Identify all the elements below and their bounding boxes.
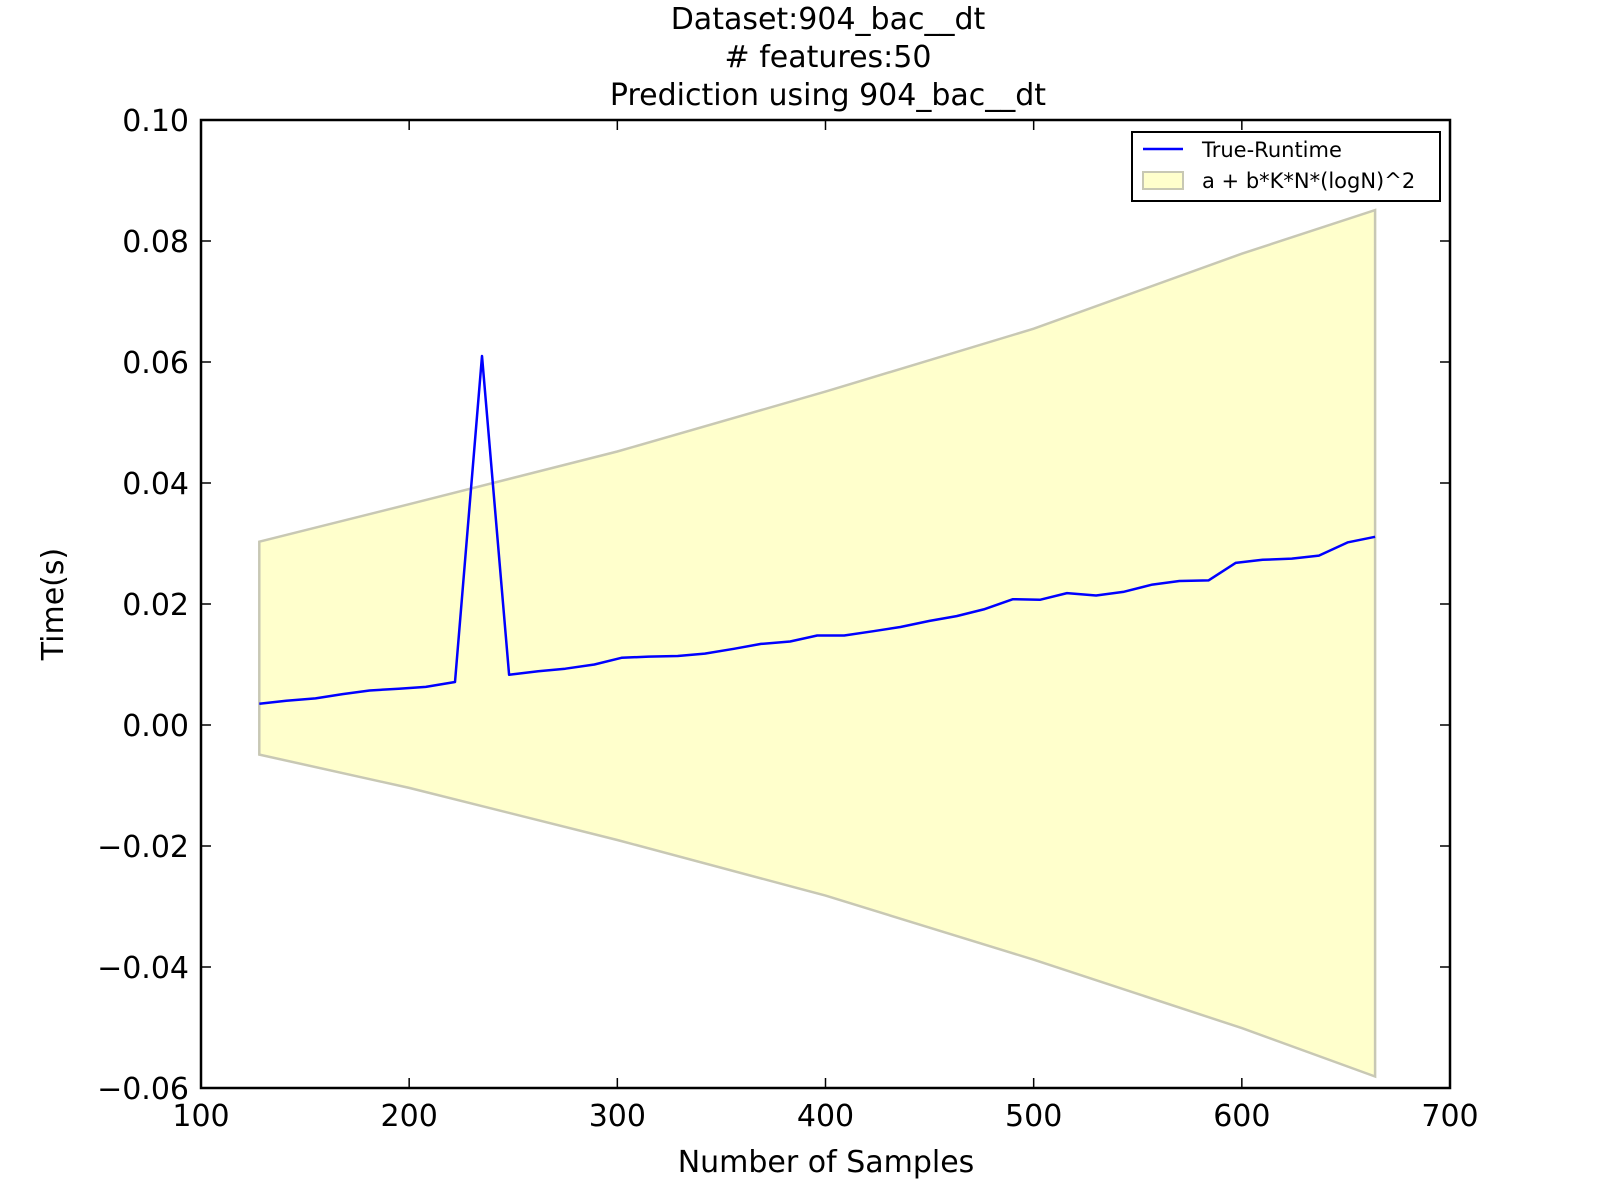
x-tick-label: 700 — [1421, 1099, 1478, 1134]
x-tick-label: 500 — [1005, 1099, 1062, 1134]
x-tick-label: 300 — [589, 1099, 646, 1134]
x-axis-label: Number of Samples — [678, 1145, 975, 1180]
legend-label-true-runtime: True-Runtime — [1201, 138, 1342, 162]
y-tick-label: −0.02 — [97, 830, 189, 865]
ticks-layer: 100 200 300 400 500 600 700 −0.06 −0.04 −0.02 0.00… — [97, 104, 1479, 1134]
y-tick-label: 0.10 — [122, 104, 189, 139]
title-line-3: Prediction using 904_bac__dt — [610, 78, 1046, 113]
chart-title: Dataset:904_bac__dt # features:50 Predic… — [610, 2, 1046, 113]
series-line-true-runtime — [259, 354, 1376, 706]
prediction-band-layer — [258, 208, 1377, 1079]
y-tick-label: −0.06 — [97, 1072, 189, 1107]
y-tick-label: 0.02 — [122, 588, 189, 623]
title-line-2: # features:50 — [725, 40, 932, 75]
legend-label-prediction-band: a + b*K*N*(logN)^2 — [1202, 169, 1415, 193]
x-tick-label: 400 — [797, 1099, 854, 1134]
plot-area-frame — [199, 118, 1452, 1090]
y-axis-label: Time(s) — [36, 548, 71, 661]
y-tick-label: 0.04 — [122, 467, 189, 502]
x-tick-label: 200 — [381, 1099, 438, 1134]
x-tick-label: 100 — [172, 1099, 229, 1134]
y-tick-label: 0.06 — [122, 346, 189, 381]
y-tick-label: 0.00 — [122, 709, 189, 744]
series-layer — [259, 354, 1376, 706]
legend-box — [1131, 131, 1441, 202]
prediction-band — [258, 208, 1377, 1079]
x-tick-label: 600 — [1213, 1099, 1270, 1134]
legend: True-Runtime a + b*K*N*(logN)^2 — [1131, 131, 1441, 202]
title-line-1: Dataset:904_bac__dt — [671, 2, 986, 37]
legend-swatch-prediction-band — [1142, 171, 1184, 190]
y-tick-label: 0.08 — [122, 225, 189, 260]
y-tick-label: −0.04 — [97, 951, 189, 986]
